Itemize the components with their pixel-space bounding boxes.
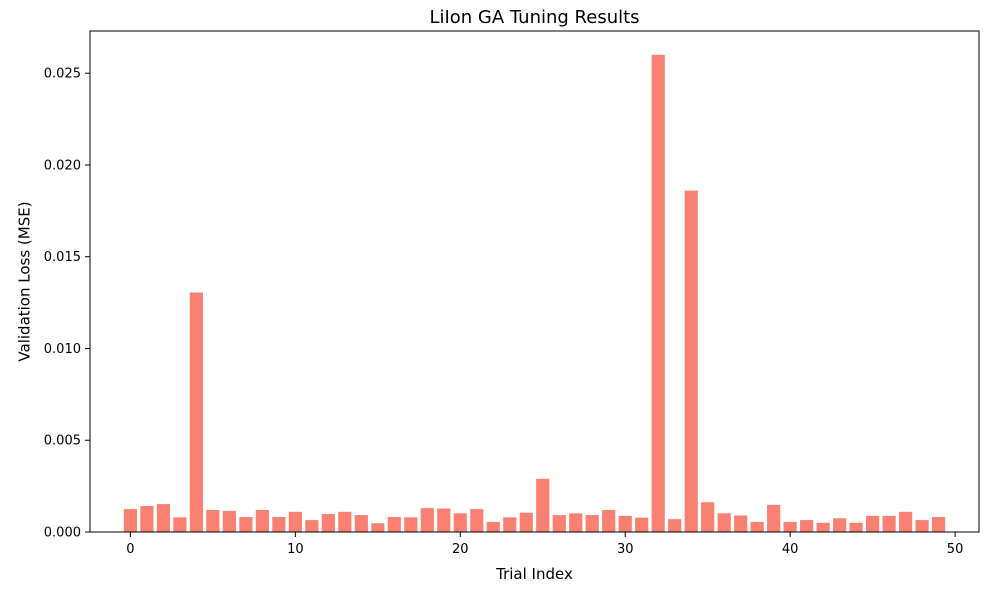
bar-trial-17 [404,517,418,532]
bar-trial-10 [288,511,302,532]
bar-trial-33 [668,519,682,532]
x-tick-label: 30 [617,542,634,557]
bar-trial-12 [321,514,335,532]
bar-trial-22 [486,521,500,532]
plot-frame [89,30,980,533]
bar-trial-23 [503,517,517,532]
bar-trial-45 [866,515,880,532]
bars-group [123,54,946,532]
y-tick-label: 0.015 [44,250,81,265]
bar-trial-4 [189,292,203,532]
bar-trial-18 [420,508,434,532]
bar-trial-34 [684,190,698,532]
y-tick-label: 0.025 [44,67,81,82]
bar-trial-43 [833,518,847,532]
x-axis: 0 10 20 30 40 50 [126,532,963,557]
bar-trial-28 [585,515,599,532]
bar-trial-9 [272,516,286,532]
y-tick-label: 0.020 [44,158,81,173]
bar-trial-32 [651,54,665,532]
bar-trial-0 [123,509,138,532]
bar-trial-5 [206,509,220,532]
bar-trial-25 [536,478,550,532]
bar-trial-39 [767,504,781,532]
bar-trial-46 [882,515,896,532]
bar-trial-29 [602,509,616,532]
bar-trial-21 [470,509,484,532]
bar-trial-49 [931,516,946,532]
bar-trial-19 [437,508,451,532]
bar-trial-38 [750,521,764,532]
bar-trial-44 [849,522,863,532]
bar-trial-11 [305,520,319,532]
chart-title: LiIon GA Tuning Results [429,7,639,28]
bar-trial-48 [915,520,929,532]
bar-trial-2 [156,504,170,532]
bar-trial-35 [701,502,715,532]
x-tick-label: 50 [947,542,964,557]
bar-trial-1 [140,505,154,532]
bar-trial-20 [453,513,467,532]
x-axis-label: Trial Index [495,565,573,583]
bar-trial-7 [239,516,253,532]
bar-trial-24 [519,512,533,532]
y-axis: 0.000 0.005 0.010 0.015 0.020 0.025 [44,67,90,541]
x-tick-label: 0 [126,542,134,557]
bar-trial-42 [816,522,830,532]
y-tick-label: 0.000 [44,526,81,541]
y-tick-label: 0.010 [44,342,81,357]
bar-trial-14 [354,515,368,532]
bar-trial-13 [338,511,352,532]
bar-trial-36 [717,513,731,532]
x-tick-label: 10 [287,542,304,557]
x-tick-label: 20 [452,542,469,557]
bar-trial-3 [173,517,187,532]
bar-trial-6 [222,510,236,532]
y-axis-label: Validation Loss (MSE) [15,201,33,361]
bar-trial-15 [371,523,385,532]
y-tick-label: 0.005 [44,434,81,449]
bar-trial-40 [783,521,797,532]
bar-trial-27 [569,513,583,532]
bar-trial-16 [387,516,401,532]
bar-trial-30 [618,515,632,532]
bar-trial-31 [635,517,649,532]
bar-trial-26 [552,515,566,532]
bar-trial-37 [734,515,748,532]
x-tick-label: 40 [782,542,799,557]
bar-trial-8 [255,509,269,532]
bar-trial-41 [800,520,814,532]
bar-trial-47 [899,511,913,532]
